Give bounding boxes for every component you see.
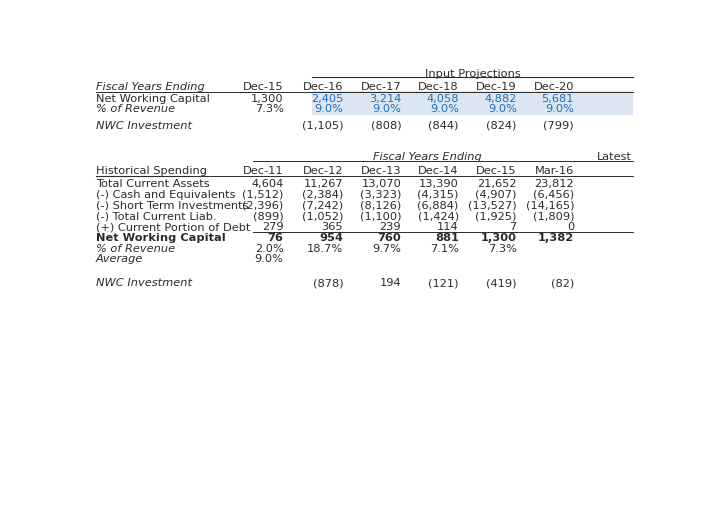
Text: NWC Investment: NWC Investment <box>96 121 192 130</box>
Text: (6,456): (6,456) <box>533 190 574 200</box>
Text: 279: 279 <box>262 222 284 232</box>
Text: 2,405: 2,405 <box>311 94 343 103</box>
Text: Dec-15: Dec-15 <box>476 166 517 175</box>
Text: Input Projections: Input Projections <box>425 68 521 79</box>
Text: 4,604: 4,604 <box>251 179 284 189</box>
Text: 9.0%: 9.0% <box>545 103 574 114</box>
Text: (2,396): (2,396) <box>242 201 284 210</box>
Text: Net Working Capital: Net Working Capital <box>96 233 225 243</box>
Text: (3,323): (3,323) <box>360 190 401 200</box>
Text: 1,300: 1,300 <box>481 233 517 243</box>
Text: Dec-18: Dec-18 <box>418 82 459 92</box>
Text: 76: 76 <box>268 233 284 243</box>
Text: 9.7%: 9.7% <box>373 244 401 254</box>
Text: 4,058: 4,058 <box>426 94 459 103</box>
Text: 4,882: 4,882 <box>485 94 517 103</box>
Text: Net Working Capital: Net Working Capital <box>96 94 210 103</box>
Text: Average: Average <box>96 255 144 265</box>
Text: Dec-12: Dec-12 <box>303 166 343 175</box>
Text: 23,812: 23,812 <box>534 179 574 189</box>
Text: 18.7%: 18.7% <box>307 244 343 254</box>
Text: Dec-17: Dec-17 <box>360 82 401 92</box>
Text: (1,052): (1,052) <box>302 211 343 222</box>
Text: 9.0%: 9.0% <box>314 103 343 114</box>
Text: 9.0%: 9.0% <box>255 255 284 265</box>
Text: (8,126): (8,126) <box>360 201 401 210</box>
Text: (824): (824) <box>486 121 517 130</box>
Text: 1,300: 1,300 <box>251 94 284 103</box>
Text: 7.3%: 7.3% <box>488 244 517 254</box>
Text: (799): (799) <box>544 121 574 130</box>
Text: 1,382: 1,382 <box>538 233 574 243</box>
Text: 9.0%: 9.0% <box>373 103 401 114</box>
Text: Historical Spending: Historical Spending <box>96 166 207 175</box>
Text: 7.3%: 7.3% <box>255 103 284 114</box>
Text: 114: 114 <box>437 222 459 232</box>
Text: 881: 881 <box>435 233 459 243</box>
Text: (4,315): (4,315) <box>417 190 459 200</box>
Text: (419): (419) <box>486 278 517 288</box>
Text: % of Revenue: % of Revenue <box>96 244 175 254</box>
Text: 3,214: 3,214 <box>369 94 401 103</box>
Text: (+) Current Portion of Debt: (+) Current Portion of Debt <box>96 222 251 232</box>
Text: (1,424): (1,424) <box>418 211 459 222</box>
Text: (6,884): (6,884) <box>417 201 459 210</box>
Text: (2,384): (2,384) <box>302 190 343 200</box>
Text: 365: 365 <box>322 222 343 232</box>
Text: % of Revenue: % of Revenue <box>96 103 175 114</box>
Text: (-) Total Current Liab.: (-) Total Current Liab. <box>96 211 217 222</box>
Text: (878): (878) <box>312 278 343 288</box>
Text: 21,652: 21,652 <box>477 179 517 189</box>
Text: (808): (808) <box>370 121 401 130</box>
Text: (1,809): (1,809) <box>533 211 574 222</box>
Text: Total Current Assets: Total Current Assets <box>96 179 210 189</box>
Text: (121): (121) <box>428 278 459 288</box>
Text: Dec-16: Dec-16 <box>303 82 343 92</box>
Text: (1,100): (1,100) <box>360 211 401 222</box>
Text: (-) Short Term Investments: (-) Short Term Investments <box>96 201 248 210</box>
Text: 7: 7 <box>510 222 517 232</box>
Text: (844): (844) <box>428 121 459 130</box>
Text: Dec-20: Dec-20 <box>533 82 574 92</box>
Text: Fiscal Years Ending: Fiscal Years Ending <box>96 82 205 92</box>
Text: NWC Investment: NWC Investment <box>96 278 192 288</box>
Text: Dec-14: Dec-14 <box>418 166 459 175</box>
Text: 9.0%: 9.0% <box>430 103 459 114</box>
Text: Mar-16: Mar-16 <box>535 166 574 175</box>
Text: 13,390: 13,390 <box>419 179 459 189</box>
Text: 760: 760 <box>378 233 401 243</box>
Text: 11,267: 11,267 <box>304 179 343 189</box>
Text: 0: 0 <box>567 222 574 232</box>
Text: 194: 194 <box>380 278 401 288</box>
Text: 9.0%: 9.0% <box>488 103 517 114</box>
Text: (82): (82) <box>551 278 574 288</box>
Text: 7.1%: 7.1% <box>430 244 459 254</box>
Text: 5,681: 5,681 <box>541 94 574 103</box>
Text: 2.0%: 2.0% <box>255 244 284 254</box>
Text: 954: 954 <box>320 233 343 243</box>
Text: Dec-15: Dec-15 <box>243 82 284 92</box>
Text: Latest: Latest <box>597 153 631 162</box>
Text: (1,512): (1,512) <box>242 190 284 200</box>
Text: Dec-19: Dec-19 <box>476 82 517 92</box>
Text: (-) Cash and Equivalents: (-) Cash and Equivalents <box>96 190 236 200</box>
Text: (1,925): (1,925) <box>475 211 517 222</box>
Text: (14,165): (14,165) <box>526 201 574 210</box>
Text: Fiscal Years Ending: Fiscal Years Ending <box>373 153 482 162</box>
Text: Dec-13: Dec-13 <box>360 166 401 175</box>
Text: 13,070: 13,070 <box>361 179 401 189</box>
Text: (7,242): (7,242) <box>302 201 343 210</box>
Text: 239: 239 <box>380 222 401 232</box>
Text: (1,105): (1,105) <box>302 121 343 130</box>
FancyBboxPatch shape <box>312 91 633 115</box>
Text: (4,907): (4,907) <box>475 190 517 200</box>
Text: Dec-11: Dec-11 <box>243 166 284 175</box>
Text: (13,527): (13,527) <box>468 201 517 210</box>
Text: (899): (899) <box>253 211 284 222</box>
